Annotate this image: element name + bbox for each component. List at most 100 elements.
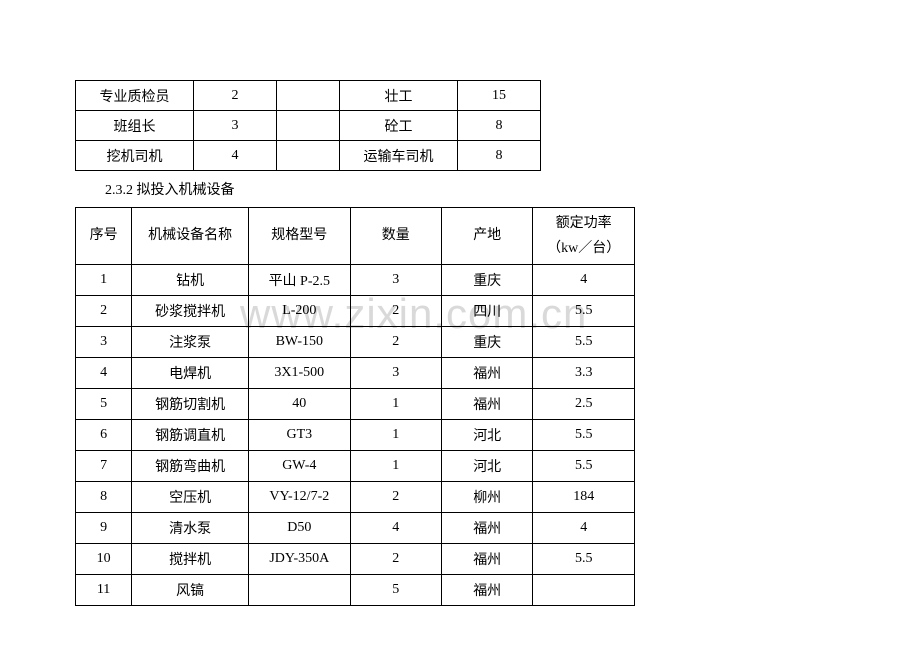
cell: 4 <box>350 513 441 544</box>
table-row: 11风镐 5福州 <box>76 575 635 606</box>
cell: 2 <box>194 81 277 111</box>
cell: 福州 <box>441 358 532 389</box>
cell: 福州 <box>441 575 532 606</box>
cell: GW-4 <box>249 451 351 482</box>
table-row: 班组长 3 砼工 8 <box>76 111 541 141</box>
table-row: 8空压机VY-12/7-22柳州184 <box>76 482 635 513</box>
cell: 钢筋弯曲机 <box>132 451 249 482</box>
cell: 2 <box>350 544 441 575</box>
cell: 2 <box>350 482 441 513</box>
cell: BW-150 <box>249 327 351 358</box>
cell: 5.5 <box>533 296 635 327</box>
table-row: 专业质检员 2 壮工 15 <box>76 81 541 111</box>
cell: 10 <box>76 544 132 575</box>
cell: VY-12/7-2 <box>249 482 351 513</box>
cell: 福州 <box>441 544 532 575</box>
cell: 柳州 <box>441 482 532 513</box>
table-row: 6钢筋调直机GT31河北5.5 <box>76 420 635 451</box>
cell: 8 <box>76 482 132 513</box>
header-cell: 产地 <box>441 208 532 265</box>
cell: 重庆 <box>441 265 532 296</box>
cell <box>533 575 635 606</box>
cell: 5 <box>350 575 441 606</box>
cell: 福州 <box>441 389 532 420</box>
cell: L-200 <box>249 296 351 327</box>
cell: 专业质检员 <box>76 81 194 111</box>
cell: 班组长 <box>76 111 194 141</box>
table-row: 挖机司机 4 运输车司机 8 <box>76 141 541 171</box>
cell <box>277 141 340 171</box>
header-row: 序号 机械设备名称 规格型号 数量 产地 额定功率（kw／台） <box>76 208 635 265</box>
table-row: 7钢筋弯曲机GW-41河北5.5 <box>76 451 635 482</box>
table-row: 9清水泵D504福州4 <box>76 513 635 544</box>
cell: 5.5 <box>533 451 635 482</box>
cell <box>277 81 340 111</box>
cell: 3 <box>76 327 132 358</box>
table-row: 4电焊机3X1-5003福州3.3 <box>76 358 635 389</box>
cell: 2.5 <box>533 389 635 420</box>
cell: 砼工 <box>340 111 458 141</box>
cell: 注浆泵 <box>132 327 249 358</box>
cell: 3 <box>194 111 277 141</box>
cell: 运输车司机 <box>340 141 458 171</box>
cell: 6 <box>76 420 132 451</box>
cell: 钢筋调直机 <box>132 420 249 451</box>
table-row: 5钢筋切割机401福州2.5 <box>76 389 635 420</box>
cell: 2 <box>76 296 132 327</box>
cell: 11 <box>76 575 132 606</box>
cell: 3 <box>350 358 441 389</box>
cell: 1 <box>350 420 441 451</box>
cell: 搅拌机 <box>132 544 249 575</box>
cell: D50 <box>249 513 351 544</box>
cell: 2 <box>350 296 441 327</box>
cell: 清水泵 <box>132 513 249 544</box>
cell: 9 <box>76 513 132 544</box>
header-cell: 数量 <box>350 208 441 265</box>
cell: 空压机 <box>132 482 249 513</box>
personnel-table: 专业质检员 2 壮工 15 班组长 3 砼工 8 挖机司机 4 运输车司机 8 <box>75 80 541 171</box>
cell: 4 <box>533 513 635 544</box>
cell: 河北 <box>441 451 532 482</box>
cell: 四川 <box>441 296 532 327</box>
cell: 钻机 <box>132 265 249 296</box>
cell: 河北 <box>441 420 532 451</box>
cell <box>249 575 351 606</box>
cell: 福州 <box>441 513 532 544</box>
cell: 7 <box>76 451 132 482</box>
header-cell: 机械设备名称 <box>132 208 249 265</box>
cell: 3.3 <box>533 358 635 389</box>
header-cell: 规格型号 <box>249 208 351 265</box>
cell <box>277 111 340 141</box>
cell: 5 <box>76 389 132 420</box>
cell: 4 <box>533 265 635 296</box>
cell: 壮工 <box>340 81 458 111</box>
table-row: 3注浆泵BW-1502重庆5.5 <box>76 327 635 358</box>
cell: 挖机司机 <box>76 141 194 171</box>
cell: 5.5 <box>533 420 635 451</box>
cell: 5.5 <box>533 327 635 358</box>
cell: 3 <box>350 265 441 296</box>
cell: 电焊机 <box>132 358 249 389</box>
cell: 4 <box>194 141 277 171</box>
cell: 砂浆搅拌机 <box>132 296 249 327</box>
cell: 5.5 <box>533 544 635 575</box>
header-cell: 额定功率（kw／台） <box>533 208 635 265</box>
cell: 40 <box>249 389 351 420</box>
table-row: 2砂浆搅拌机L-2002四川5.5 <box>76 296 635 327</box>
cell: 风镐 <box>132 575 249 606</box>
cell: 钢筋切割机 <box>132 389 249 420</box>
cell: 1 <box>76 265 132 296</box>
cell: 重庆 <box>441 327 532 358</box>
cell: 4 <box>76 358 132 389</box>
cell: 15 <box>458 81 541 111</box>
cell: 8 <box>458 141 541 171</box>
section-title: 2.3.2 拟投入机械设备 <box>105 179 845 199</box>
header-cell: 序号 <box>76 208 132 265</box>
cell: 8 <box>458 111 541 141</box>
page-content: 专业质检员 2 壮工 15 班组长 3 砼工 8 挖机司机 4 运输车司机 8 <box>0 0 920 606</box>
table-row: 1钻机平山 P-2.53重庆4 <box>76 265 635 296</box>
cell: JDY-350A <box>249 544 351 575</box>
table-row: 10搅拌机JDY-350A2福州5.5 <box>76 544 635 575</box>
cell: 1 <box>350 451 441 482</box>
cell: 1 <box>350 389 441 420</box>
